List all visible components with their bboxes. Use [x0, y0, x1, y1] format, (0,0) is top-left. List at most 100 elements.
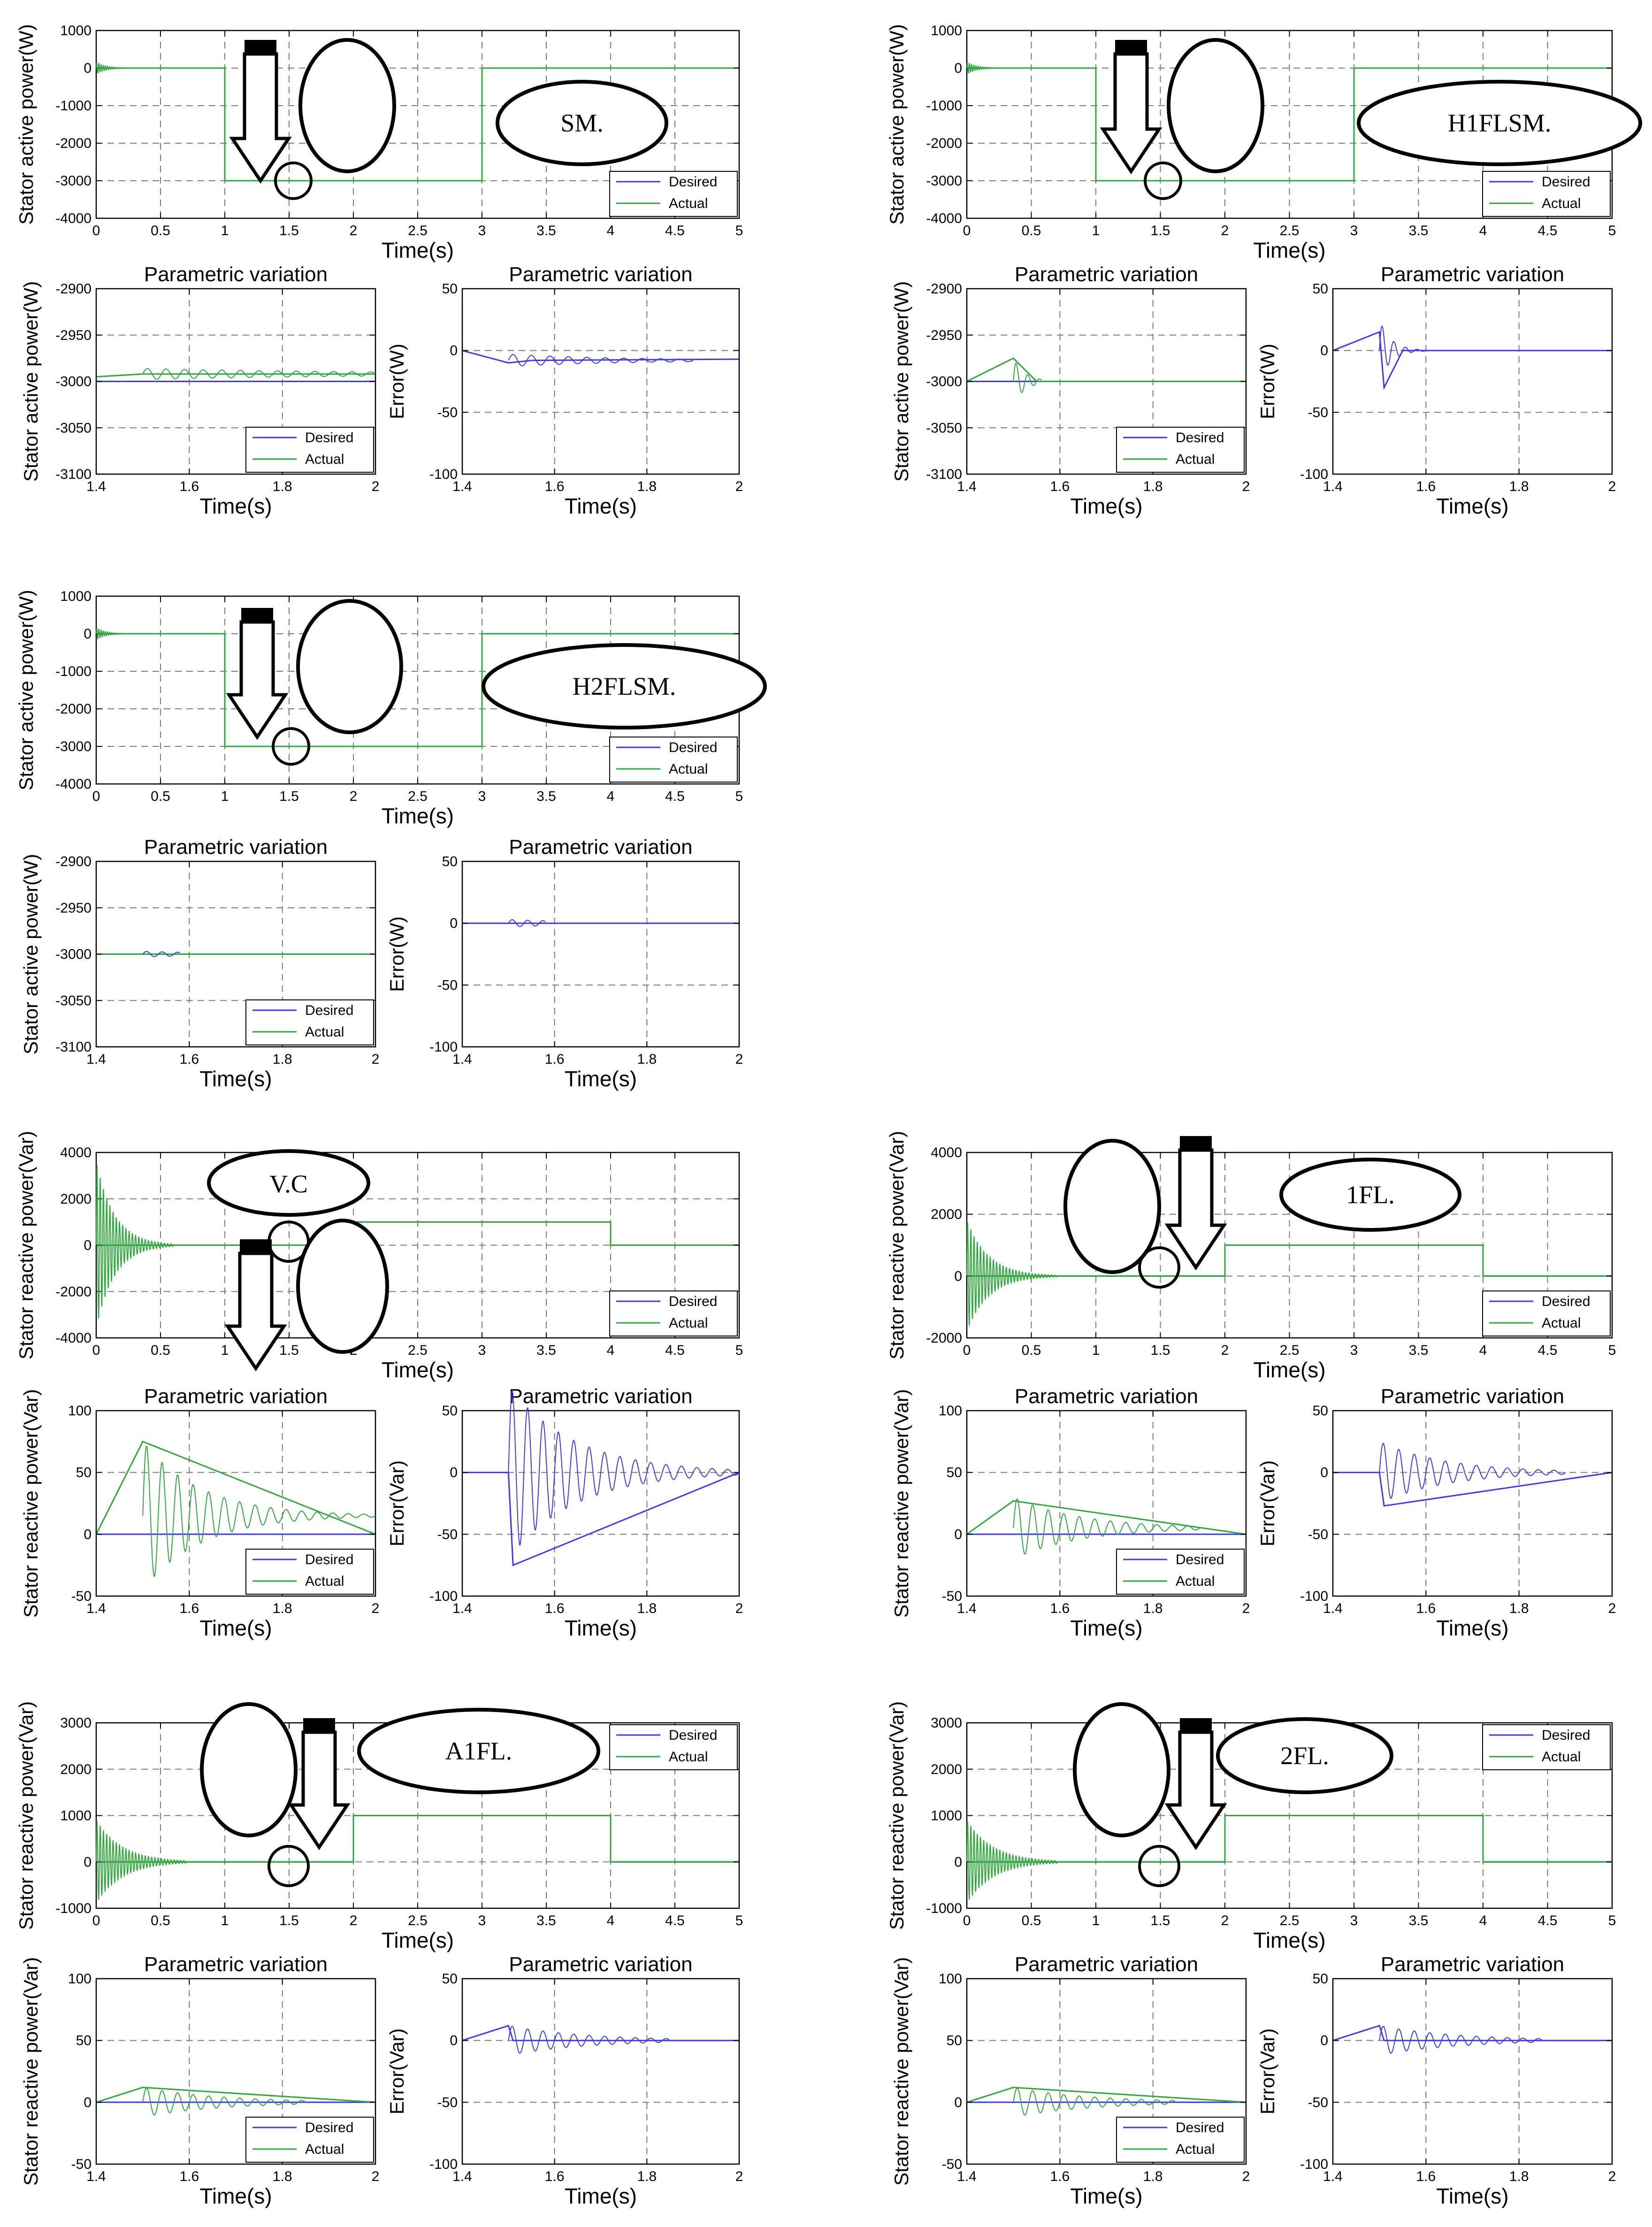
transient-trace — [966, 1222, 1058, 1326]
x-tick-label: 4 — [607, 223, 615, 238]
chart-title: Parametric variation — [1381, 263, 1564, 286]
vc-label-ellipse — [207, 1149, 370, 1217]
series-line-actual — [96, 633, 739, 747]
x-tick-label: 1.8 — [1509, 1601, 1529, 1616]
zoom-circle — [268, 1845, 310, 1887]
x-axis-label: Time(s) — [565, 2184, 637, 2208]
y-tick-label: -4000 — [55, 776, 92, 792]
y-tick-label: -3000 — [926, 173, 962, 189]
y-tick-label: 0 — [450, 343, 458, 359]
transient-trace — [1013, 362, 1042, 393]
legend-label: Desired — [305, 1552, 353, 1567]
x-tick-label: 2.5 — [408, 1343, 428, 1358]
y-tick-label: -2000 — [55, 136, 92, 151]
x-tick-label: 1.8 — [1509, 479, 1529, 494]
y-tick-label: 4000 — [931, 1145, 962, 1160]
chart-g7_err: 1.4 1.6 1.8 2 -100 -50 0 50 Time(s) Error(Var) Par… — [1256, 1953, 1616, 2208]
x-tick-label: 1.6 — [1416, 2169, 1436, 2184]
x-axis-label: Time(s) — [382, 238, 454, 262]
transient-trace — [1379, 2026, 1543, 2054]
x-tick-label: 5 — [735, 223, 743, 238]
y-tick-label: -2000 — [926, 1330, 962, 1346]
legend-label: Actual — [1176, 2142, 1215, 2157]
x-tick-label: 5 — [735, 789, 743, 804]
x-tick-label: 1.4 — [86, 1601, 106, 1616]
zoom-ellipse — [1073, 1702, 1170, 1837]
y-tick-label: 50 — [442, 281, 458, 297]
x-tick-label: 1.5 — [279, 1913, 299, 1928]
y-tick-label: 1000 — [60, 589, 92, 604]
legend-label: Actual — [669, 1315, 708, 1331]
x-tick-label: 4.5 — [665, 223, 685, 238]
y-tick-label: -50 — [942, 1589, 962, 1604]
x-tick-label: 1.6 — [1050, 2169, 1070, 2184]
x-tick-label: 1.5 — [1151, 1913, 1170, 1928]
legend: Desired Actual — [1116, 1549, 1245, 1595]
axes-box — [95, 1410, 376, 1597]
x-tick-label: 2 — [1608, 479, 1616, 494]
method-label: SM. — [560, 109, 604, 137]
y-axis-label: Stator reactive power(Var) — [20, 1957, 42, 2186]
y-tick-label: -3100 — [55, 1039, 92, 1055]
chart-g4_zoom: 1.4 1.6 1.8 2 -50 0 50 100 Time(s) Stator reactiv… — [20, 1385, 379, 1640]
y-axis-label: Stator active power(W) — [886, 24, 908, 224]
zoom-circle — [1138, 1845, 1180, 1887]
x-axis-label: Time(s) — [382, 804, 454, 828]
transient-trace — [142, 1445, 376, 1577]
transient-trace — [966, 1821, 1058, 1900]
y-axis-label: Stator reactive power(Var) — [20, 1389, 42, 1618]
x-tick-label: 0 — [92, 1343, 100, 1358]
y-tick-label: -2900 — [926, 281, 962, 297]
x-tick-label: 2 — [1242, 2169, 1250, 2184]
x-axis-label: Time(s) — [1253, 238, 1325, 262]
y-tick-label: -50 — [1308, 1527, 1328, 1542]
y-axis-label: Error(Var) — [386, 2028, 408, 2115]
x-tick-label: 2 — [1242, 1601, 1250, 1616]
y-axis-label: Stator active power(W) — [20, 281, 42, 482]
x-tick-label: 1 — [1092, 1913, 1100, 1928]
y-tick-label: -50 — [437, 1527, 458, 1542]
y-tick-label: 4000 — [60, 1145, 92, 1160]
zoom-circle — [1138, 1246, 1180, 1289]
plot-area — [462, 1411, 739, 1596]
x-tick-label: 1.6 — [545, 479, 565, 494]
x-axis-label: Time(s) — [1436, 2184, 1508, 2208]
x-tick-label: 1.4 — [957, 479, 977, 494]
chart-g2_err: 1.4 1.6 1.8 2 -100 -50 0 50 Time(s) Error(W) Param… — [1256, 263, 1616, 518]
transient-trace — [96, 61, 141, 74]
y-tick-label: -100 — [429, 1589, 458, 1604]
y-tick-label: -50 — [1308, 2095, 1328, 2110]
arrow-cap — [241, 608, 273, 622]
axes-box — [461, 288, 740, 475]
y-axis-label: Stator reactive power(Var) — [890, 1389, 912, 1618]
y-tick-label: 50 — [76, 2033, 92, 2049]
x-tick-label: 0.5 — [151, 1343, 170, 1358]
x-tick-label: 4.5 — [1538, 1913, 1558, 1928]
series-line-error — [462, 2025, 739, 2042]
x-tick-label: 3 — [478, 223, 486, 238]
x-tick-label: 1.4 — [452, 479, 472, 494]
legend-label: Desired — [1176, 1552, 1224, 1567]
chart-title: Parametric variation — [1015, 1385, 1198, 1408]
x-tick-label: 1.8 — [637, 1052, 657, 1067]
series-line-error — [462, 1472, 739, 1567]
series-line-actual — [96, 1440, 375, 1535]
y-tick-label: 0 — [84, 1238, 92, 1253]
x-axis-label: Time(s) — [199, 1067, 272, 1091]
y-tick-label: -3100 — [55, 467, 92, 482]
chart-title: Parametric variation — [1015, 1953, 1198, 1976]
x-tick-label: 4 — [607, 1343, 615, 1358]
y-tick-label: 1000 — [60, 23, 92, 38]
legend-box — [1482, 171, 1611, 217]
y-tick-label: -2900 — [55, 854, 92, 869]
y-tick-label: -50 — [437, 2095, 458, 2110]
x-tick-label: 1.5 — [1151, 223, 1170, 238]
y-tick-label: 0 — [954, 2095, 962, 2110]
x-tick-label: 0 — [963, 1913, 971, 1928]
chart-title: Parametric variation — [144, 1953, 328, 1976]
zoom-ellipse — [298, 38, 396, 173]
x-tick-label: 2 — [350, 1913, 358, 1928]
y-tick-label: 100 — [68, 1403, 92, 1419]
y-tick-label: 0 — [1320, 1465, 1328, 1481]
method-label-ellipse — [1357, 80, 1642, 166]
